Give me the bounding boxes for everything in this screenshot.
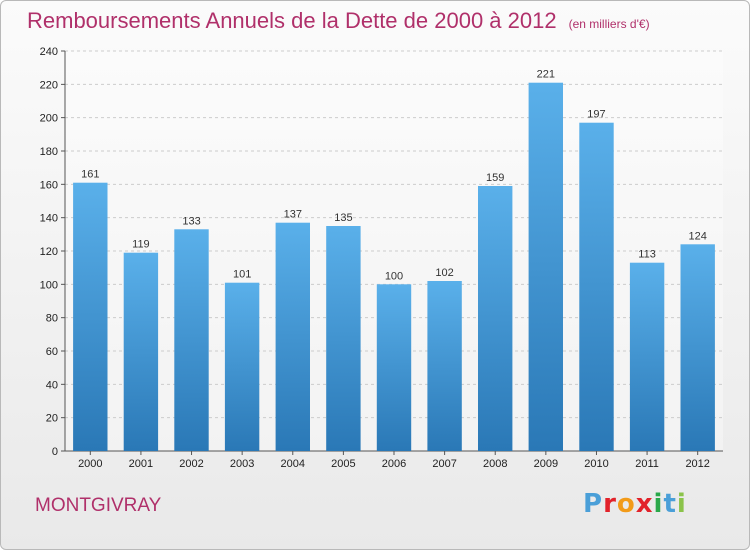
- y-tick-label: 20: [46, 413, 58, 425]
- bar: [579, 122, 614, 451]
- chart-title-text: Remboursements Annuels de la Dette de 20…: [27, 8, 557, 33]
- x-tick-label: 2008: [483, 458, 507, 470]
- bar: [376, 284, 412, 451]
- chart-unit-label: (en milliers d'€): [568, 17, 650, 31]
- x-tick-label: 2000: [78, 458, 102, 470]
- y-tick-label: 80: [46, 313, 58, 325]
- bar: [224, 282, 260, 451]
- bar: [629, 262, 665, 451]
- x-tick-label: 2005: [331, 458, 355, 470]
- bar: [680, 244, 715, 451]
- data-label: 221: [537, 69, 555, 81]
- x-tick-label: 2001: [129, 458, 153, 470]
- y-tick-label: 120: [40, 246, 58, 258]
- data-label: 159: [486, 172, 504, 184]
- logo-letter: x: [635, 489, 654, 519]
- x-tick-label: 2006: [382, 458, 406, 470]
- bar: [73, 182, 108, 451]
- x-tick-label: 2002: [179, 458, 203, 470]
- x-tick-label: 2003: [230, 458, 254, 470]
- y-tick-label: 220: [40, 79, 58, 91]
- y-tick-label: 100: [40, 279, 58, 291]
- place-name: MONTGIVRAY: [35, 495, 162, 516]
- y-tick-label: 200: [40, 113, 58, 125]
- bar: [528, 82, 563, 451]
- logo-letter: i: [653, 489, 664, 519]
- data-label: 101: [233, 269, 251, 281]
- y-tick-label: 0: [52, 446, 58, 458]
- data-label: 133: [182, 215, 200, 227]
- x-tick-label: 2010: [584, 458, 608, 470]
- y-tick-label: 160: [40, 179, 58, 191]
- logo-letter: r: [603, 489, 617, 519]
- x-tick-label: 2011: [635, 458, 659, 470]
- data-label: 119: [132, 239, 150, 251]
- bar: [275, 222, 310, 451]
- logo-letter: o: [616, 489, 636, 519]
- logo-letter: i: [676, 489, 687, 519]
- data-label: 197: [587, 109, 605, 121]
- data-label: 113: [638, 249, 656, 261]
- x-tick-label: 2009: [534, 458, 558, 470]
- data-label: 100: [385, 270, 403, 282]
- bar: [326, 226, 361, 451]
- chart-title: Remboursements Annuels de la Dette de 20…: [27, 8, 650, 34]
- data-label: 161: [81, 169, 99, 181]
- bar: [174, 229, 209, 451]
- data-label: 137: [284, 209, 302, 221]
- x-tick-label: 2004: [281, 458, 305, 470]
- bar: [478, 186, 513, 451]
- x-tick-label: 2012: [685, 458, 709, 470]
- y-tick-label: 140: [40, 213, 58, 225]
- data-label: 135: [334, 212, 352, 224]
- y-tick-label: 60: [46, 346, 58, 358]
- proxiti-logo: Proxiti: [583, 489, 687, 519]
- x-tick-label: 2007: [432, 458, 456, 470]
- data-label: 102: [435, 267, 453, 279]
- logo-letter: t: [663, 489, 677, 519]
- y-tick-label: 240: [40, 46, 58, 58]
- y-tick-label: 40: [46, 379, 58, 391]
- y-tick-label: 180: [40, 146, 58, 158]
- data-label: 124: [689, 230, 707, 242]
- bar: [427, 281, 462, 451]
- logo-letter: P: [583, 489, 604, 519]
- bar: [123, 252, 159, 451]
